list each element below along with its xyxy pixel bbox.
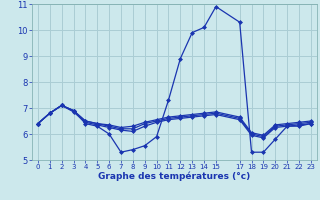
X-axis label: Graphe des températures (°c): Graphe des températures (°c) — [98, 172, 251, 181]
